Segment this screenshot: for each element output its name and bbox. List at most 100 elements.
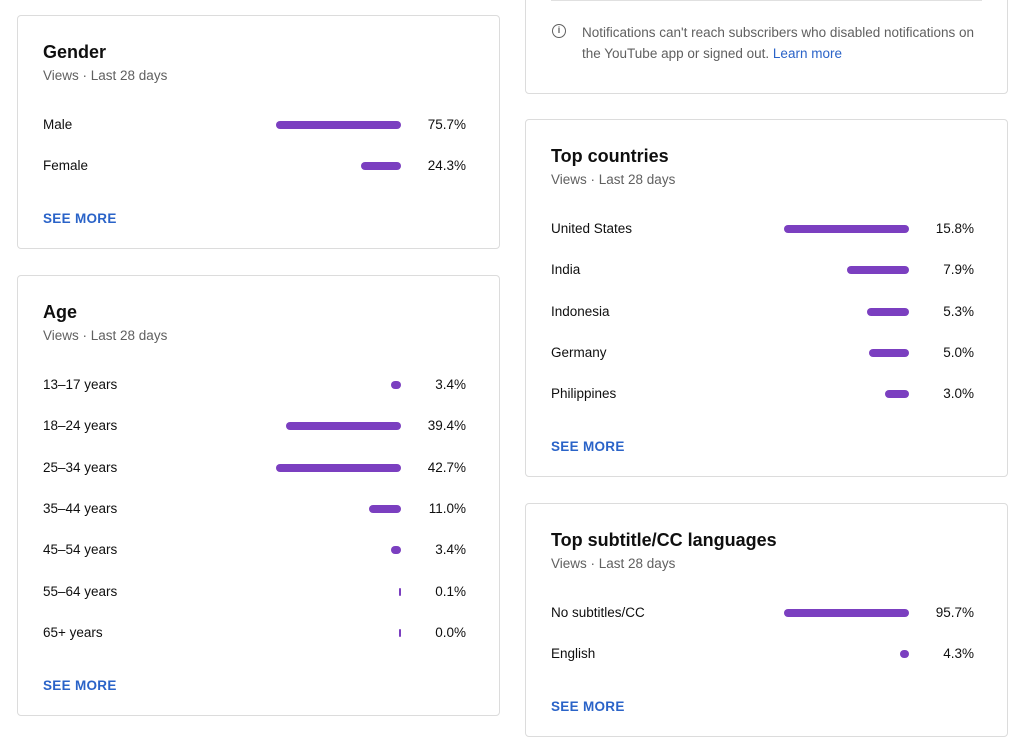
notice-message: Notifications can't reach subscribers wh… <box>582 25 975 61</box>
countries-bar <box>885 390 909 399</box>
subtitles-bar-track <box>784 609 909 617</box>
age-row-label: 13–17 years <box>43 377 118 392</box>
countries-bar-track <box>784 225 909 233</box>
countries-row-value: 5.3% <box>943 303 974 319</box>
subtitles-title: Top subtitle/CC languages <box>551 530 777 550</box>
notice-text: Notifications can't reach subscribers wh… <box>582 22 982 64</box>
age-row-label: 25–34 years <box>43 459 118 475</box>
countries-bar <box>784 225 909 233</box>
subtitles-subtitle: Views · Last 28 days <box>551 556 676 571</box>
age-card: Age Views · Last 28 days SEE MORE 13–17 … <box>17 275 500 716</box>
countries-row-label: United States <box>551 221 633 236</box>
age-bar-track <box>276 587 401 596</box>
countries-row: Indonesia 5.3% <box>551 302 974 322</box>
countries-bar-track <box>784 348 909 357</box>
subtitles-bar-track <box>784 650 909 658</box>
countries-row-label: Philippines <box>551 386 617 402</box>
subtitles-row-label: No subtitles/CC <box>551 605 645 620</box>
gender-row: Female 24.3% <box>43 156 466 176</box>
countries-row-label: India <box>551 262 581 278</box>
age-see-more-button[interactable]: SEE MORE <box>43 678 117 693</box>
age-bar <box>399 587 401 596</box>
countries-bar <box>869 348 909 357</box>
age-row: 45–54 years 3.4% <box>43 540 466 560</box>
subtitles-see-more-button[interactable]: SEE MORE <box>551 699 625 714</box>
countries-bar-track <box>784 307 909 316</box>
age-row: 13–17 years 3.4% <box>43 375 466 395</box>
gender-row: Male 75.7% <box>43 115 466 135</box>
age-bar <box>276 463 401 472</box>
subtitles-row: No subtitles/CC 95.7% <box>551 603 974 623</box>
age-row-value: 11.0% <box>428 500 466 516</box>
age-row: 25–34 years 42.7% <box>43 458 466 478</box>
age-title: Age <box>43 302 78 322</box>
notification-notice-card: i Notifications can't reach subscribers … <box>525 0 1008 94</box>
age-row-label: 18–24 years <box>43 418 118 434</box>
age-bar <box>391 546 401 555</box>
countries-bar-track <box>784 266 909 275</box>
gender-see-more-button[interactable]: SEE MORE <box>43 211 117 226</box>
age-bar <box>285 422 401 431</box>
age-row-label: 65+ years <box>43 624 103 640</box>
age-bar-track <box>276 504 401 513</box>
age-row-value: 42.7% <box>427 459 466 475</box>
age-row-label: 45–54 years <box>43 542 118 558</box>
age-bar <box>368 504 401 513</box>
age-row-label: 55–64 years <box>43 583 118 599</box>
countries-row: Philippines 3.0% <box>551 384 974 404</box>
gender-card: Gender Views · Last 28 days SEE MORE Mal… <box>17 15 500 249</box>
age-subtitle: Views · Last 28 days <box>43 328 168 343</box>
age-row: 35–44 years 11.0% <box>43 499 466 519</box>
divider <box>551 0 982 1</box>
countries-row-label: Germany <box>551 344 607 360</box>
age-row-value: 0.0% <box>435 624 466 640</box>
age-bar-track <box>276 422 401 431</box>
gender-row-label: Female <box>43 158 89 173</box>
age-row: 65+ years 0.0% <box>43 623 466 643</box>
gender-subtitle: Views · Last 28 days <box>43 68 168 83</box>
gender-bar-track <box>276 162 401 170</box>
countries-bar <box>846 266 909 275</box>
gender-row-value: 24.3% <box>427 158 466 173</box>
countries-bar <box>867 307 909 316</box>
countries-see-more-button[interactable]: SEE MORE <box>551 439 625 454</box>
age-bar <box>391 381 401 389</box>
age-bar <box>399 628 401 637</box>
countries-row-label: Indonesia <box>551 303 610 319</box>
countries-row: Germany 5.0% <box>551 343 974 363</box>
subtitles-row-value: 95.7% <box>935 605 974 620</box>
subtitles-bar <box>784 609 909 617</box>
countries-row-value: 7.9% <box>943 262 974 278</box>
subtitles-row-label: English <box>551 646 596 661</box>
countries-row-value: 3.0% <box>943 386 974 402</box>
age-bar-track <box>276 546 401 555</box>
age-row: 55–64 years 0.1% <box>43 582 466 602</box>
age-row: 18–24 years 39.4% <box>43 416 466 436</box>
countries-row-value: 5.0% <box>943 344 974 360</box>
countries-title: Top countries <box>551 146 669 166</box>
age-bar-track <box>276 381 401 389</box>
subtitles-bar <box>900 650 909 658</box>
countries-row: India 7.9% <box>551 260 974 280</box>
age-row-label: 35–44 years <box>43 500 118 516</box>
subtitles-row-value: 4.3% <box>943 646 974 661</box>
age-row-value: 39.4% <box>427 418 466 434</box>
countries-row: United States 15.8% <box>551 219 974 239</box>
subtitle-languages-card: Top subtitle/CC languages Views · Last 2… <box>525 503 1008 737</box>
subtitles-row: English 4.3% <box>551 644 974 664</box>
countries-subtitle: Views · Last 28 days <box>551 172 676 187</box>
countries-bar-track <box>784 390 909 399</box>
gender-bar-track <box>276 121 401 129</box>
age-bar-track <box>276 463 401 472</box>
gender-row-label: Male <box>43 117 73 132</box>
top-countries-card: Top countries Views · Last 28 days SEE M… <box>525 119 1008 477</box>
gender-bar <box>360 162 401 170</box>
learn-more-link[interactable]: Learn more <box>772 46 842 61</box>
age-row-value: 3.4% <box>435 542 466 558</box>
gender-title: Gender <box>43 42 107 62</box>
gender-bar <box>276 121 401 129</box>
info-icon: i <box>552 24 566 38</box>
countries-row-value: 15.8% <box>935 221 974 236</box>
age-row-value: 0.1% <box>435 583 466 599</box>
age-bar-track <box>276 628 401 637</box>
